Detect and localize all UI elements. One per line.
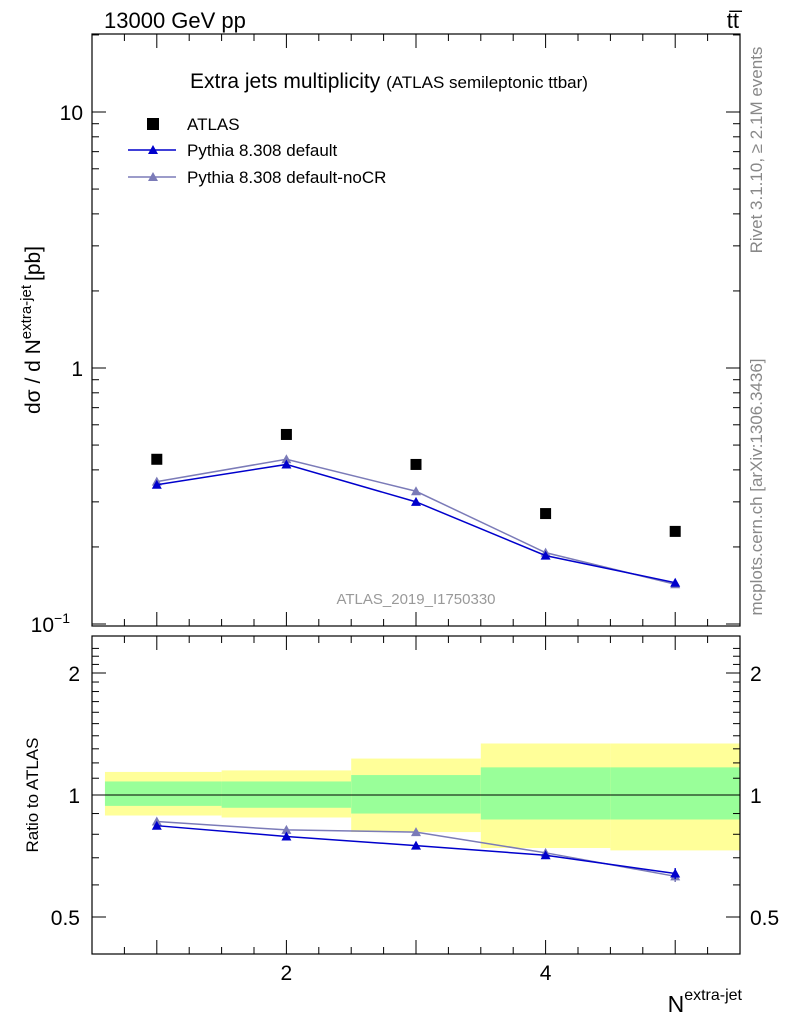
main-y-label: dσ / d Nextra-jet [pb] [18, 246, 45, 414]
ratio-bands [104, 743, 740, 851]
ratio-band-inner [480, 767, 611, 820]
main-y-label-text: dσ / d N [22, 339, 45, 414]
atlas-data-point [410, 458, 422, 470]
x-axis-label-sup: extra-jet [684, 987, 742, 1004]
main-y-tick-label: 10 [60, 102, 83, 125]
ratio-y-tick-label-right: 1 [750, 785, 762, 808]
main-data-point [281, 454, 292, 464]
legend-label: ATLAS [187, 115, 240, 134]
ratio-axis-ticks [92, 636, 741, 954]
main-series [151, 428, 681, 589]
legend-marker [148, 145, 158, 154]
ratio-band-inner [104, 781, 222, 806]
main-data-point [670, 577, 681, 587]
x-axis-label-text: N [668, 991, 685, 1017]
mcplots-label: mcplots.cern.ch [arXiv:1306.3436] [747, 358, 766, 615]
ratio-data-point [151, 820, 162, 830]
main-frame [91, 33, 741, 627]
ratio-frame [91, 635, 741, 955]
ratio-data-point [281, 824, 292, 834]
x-tick-label: 2 [281, 962, 293, 985]
ratio-y-tick-label-right: 2 [750, 663, 762, 686]
atlas-data-point [280, 428, 292, 440]
ratio-series [151, 816, 681, 883]
rivet-label: Rivet 3.1.10, ≥ 2.1M events [747, 47, 766, 254]
legend: ATLAS Pythia 8.308 default Pythia 8.308 de… [128, 115, 386, 187]
main-series-line [156, 458, 676, 585]
main-data-point [411, 486, 421, 496]
legend-label: Pythia 8.308 default [187, 141, 338, 160]
chart-title-main: Extra jets multiplicity [190, 70, 381, 93]
legend-label: Pythia 8.308 default-noCR [187, 168, 386, 187]
main-y-label-unit: [pb] [22, 246, 45, 281]
legend-marker-atlas [147, 118, 159, 130]
main-y-tick-labels: 10 1 10−1 [31, 102, 83, 637]
chart-title: Extra jets multiplicity (ATLAS semilepto… [190, 70, 588, 93]
main-data-point [411, 496, 421, 506]
main-y-tick-label: 1 [71, 358, 83, 381]
main-axis-ticks [92, 34, 741, 626]
main-data-point [151, 479, 162, 489]
ratio-y-tick-labels: 2 2 1 1 0.5 0.5 [51, 663, 779, 930]
ratio-data-point [411, 840, 421, 850]
watermark: ATLAS_2019_I1750330 [336, 591, 495, 608]
ratio-band-inner [351, 775, 481, 814]
main-y-tick-label: 10−1 [31, 610, 71, 637]
ratio-data-point [411, 827, 421, 837]
ratio-y-tick-label: 2 [68, 663, 80, 686]
x-tick-label: 4 [540, 962, 552, 985]
ratio-data-point [281, 831, 292, 841]
chart-subtitle: (ATLAS semileptonic ttbar) [386, 73, 588, 92]
ratio-y-label: Ratio to ATLAS [23, 738, 42, 853]
ratio-y-tick-label: 0.5 [51, 907, 80, 930]
atlas-data-point [669, 525, 681, 537]
main-data-point [281, 459, 292, 469]
ratio-data-point [670, 868, 681, 878]
main-data-point [540, 550, 551, 560]
atlas-data-point [151, 453, 163, 465]
legend-marker [148, 172, 158, 181]
ratio-y-tick-label: 1 [68, 785, 80, 808]
x-axis-label: Nextra-jet [668, 987, 743, 1017]
main-y-label-sup: extra-jet [18, 284, 35, 339]
ratio-y-tick-label-right: 0.5 [750, 907, 779, 930]
atlas-data-point [540, 508, 552, 520]
main-panel: 10 1 10−1 ATLAS_2019_I1750330 Extra jets m… [18, 33, 741, 637]
ratio-data-point [540, 850, 551, 860]
ratio-band-inner [610, 767, 740, 820]
header-left: 13000 GeV pp [104, 8, 246, 33]
header-right: tt̅ [727, 8, 743, 33]
